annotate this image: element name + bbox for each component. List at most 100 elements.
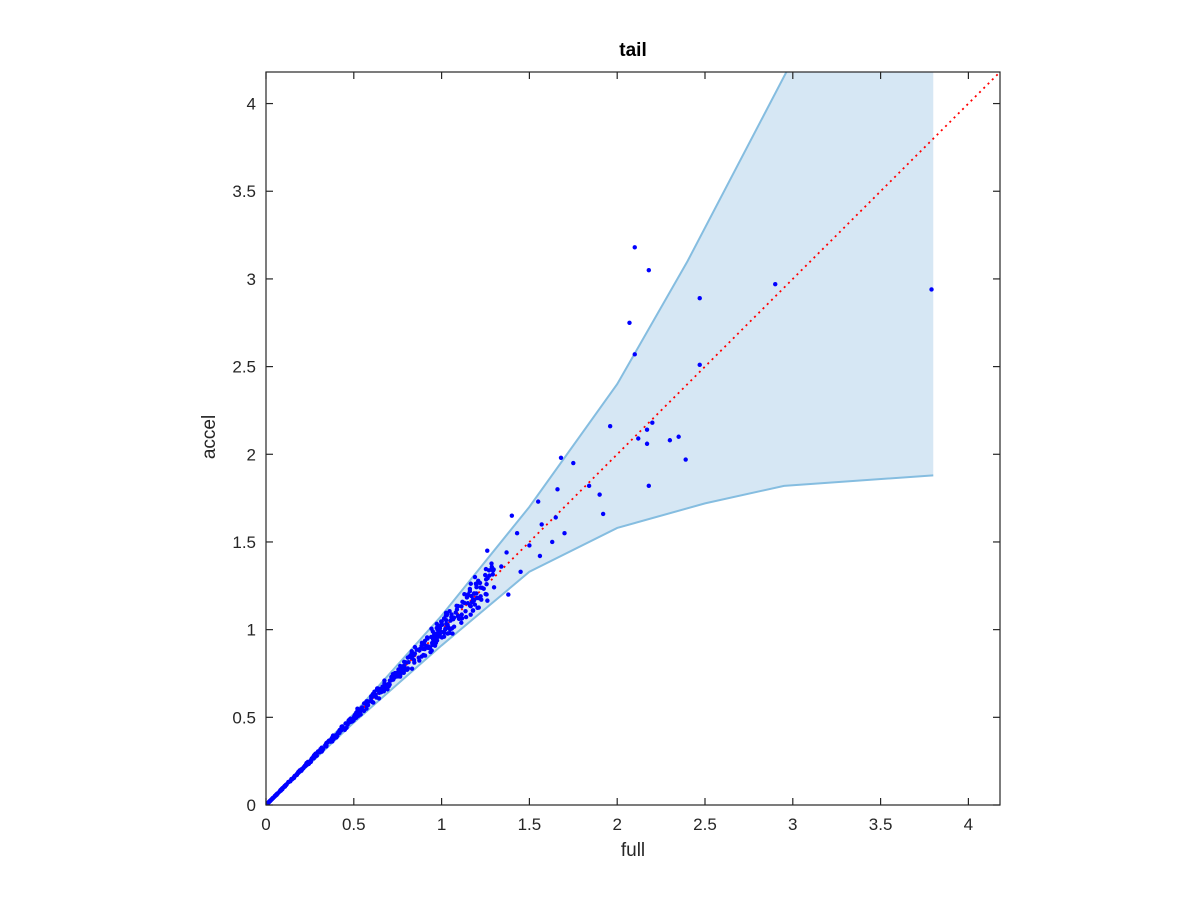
data-point bbox=[443, 610, 449, 616]
data-point bbox=[449, 612, 454, 617]
data-point bbox=[411, 657, 417, 663]
data-point bbox=[295, 770, 301, 775]
data-point bbox=[571, 460, 576, 466]
data-point bbox=[607, 424, 613, 429]
y-tick-label: 1.5 bbox=[232, 533, 256, 552]
data-point bbox=[389, 674, 394, 680]
x-tick-label: 2 bbox=[612, 815, 621, 834]
data-point bbox=[356, 713, 361, 718]
data-point bbox=[398, 663, 403, 669]
data-point bbox=[347, 719, 352, 724]
data-point bbox=[646, 267, 652, 273]
data-point bbox=[490, 572, 496, 577]
data-point bbox=[485, 576, 490, 581]
data-point bbox=[368, 698, 373, 704]
data-point bbox=[469, 599, 475, 605]
data-point bbox=[451, 615, 457, 620]
data-point bbox=[443, 626, 448, 631]
data-point bbox=[479, 597, 484, 602]
axes-box bbox=[265, 71, 1001, 806]
data-point bbox=[374, 687, 380, 693]
data-point bbox=[462, 592, 467, 597]
y-tick-label: 0.5 bbox=[232, 708, 256, 727]
data-point bbox=[376, 696, 382, 701]
data-point bbox=[361, 708, 367, 714]
data-point bbox=[506, 592, 511, 597]
data-point bbox=[282, 783, 288, 789]
data-point bbox=[555, 487, 560, 492]
data-point bbox=[270, 796, 275, 801]
data-point bbox=[478, 594, 483, 599]
data-point bbox=[441, 630, 447, 636]
data-point bbox=[471, 591, 477, 596]
data-point bbox=[773, 281, 778, 287]
data-point bbox=[683, 457, 688, 462]
data-point bbox=[479, 585, 485, 591]
band-fill bbox=[266, 72, 934, 805]
data-point bbox=[355, 707, 361, 713]
data-point bbox=[600, 511, 606, 517]
data-point bbox=[518, 569, 523, 574]
data-point bbox=[430, 629, 436, 634]
data-point bbox=[417, 646, 422, 652]
data-point bbox=[483, 591, 488, 597]
data-point bbox=[422, 638, 428, 643]
data-point bbox=[450, 631, 455, 636]
data-point bbox=[382, 678, 387, 683]
data-point bbox=[562, 530, 567, 536]
data-point bbox=[509, 513, 515, 518]
data-point bbox=[535, 499, 541, 504]
data-point bbox=[361, 701, 367, 706]
data-point bbox=[339, 724, 344, 730]
x-tick-label: 3 bbox=[788, 815, 797, 834]
data-point bbox=[445, 631, 450, 636]
data-point bbox=[286, 779, 292, 784]
data-point bbox=[436, 630, 441, 635]
data-point bbox=[627, 320, 632, 325]
data-point bbox=[550, 539, 555, 545]
data-point bbox=[439, 621, 444, 627]
data-point bbox=[676, 434, 681, 439]
y-tick-label: 4 bbox=[247, 95, 256, 114]
x-tick-label: 1 bbox=[437, 815, 446, 834]
data-point bbox=[468, 581, 474, 586]
data-point bbox=[301, 764, 307, 770]
data-point bbox=[527, 543, 532, 548]
data-point bbox=[489, 561, 494, 566]
band-lower-edge bbox=[266, 474, 934, 805]
data-point bbox=[329, 737, 335, 742]
data-point bbox=[426, 645, 431, 651]
data-point bbox=[416, 655, 421, 660]
data-point bbox=[667, 438, 673, 443]
data-point bbox=[456, 616, 462, 622]
data-point bbox=[409, 652, 414, 658]
data-point bbox=[499, 564, 504, 569]
data-point bbox=[401, 667, 407, 673]
data-point bbox=[409, 666, 415, 671]
data-point bbox=[382, 686, 387, 692]
data-point bbox=[929, 287, 934, 292]
data-point bbox=[275, 791, 280, 796]
data-point bbox=[485, 598, 490, 603]
data-point bbox=[409, 649, 414, 654]
data-point bbox=[459, 612, 464, 617]
data-point bbox=[514, 530, 520, 536]
data-point bbox=[292, 773, 297, 779]
data-point bbox=[386, 682, 391, 687]
x-axis-label: full bbox=[620, 840, 646, 861]
y-tick-label: 2.5 bbox=[232, 358, 256, 377]
data-point bbox=[422, 653, 428, 658]
x-tick-label: 3.5 bbox=[869, 815, 893, 834]
data-point bbox=[474, 595, 480, 601]
data-point bbox=[359, 705, 365, 710]
data-point bbox=[644, 441, 650, 446]
data-point bbox=[470, 608, 476, 613]
data-point bbox=[305, 760, 310, 765]
data-point bbox=[636, 436, 641, 441]
data-point bbox=[632, 245, 637, 250]
data-point bbox=[646, 483, 652, 489]
data-point bbox=[459, 620, 464, 625]
data-point bbox=[467, 603, 473, 608]
